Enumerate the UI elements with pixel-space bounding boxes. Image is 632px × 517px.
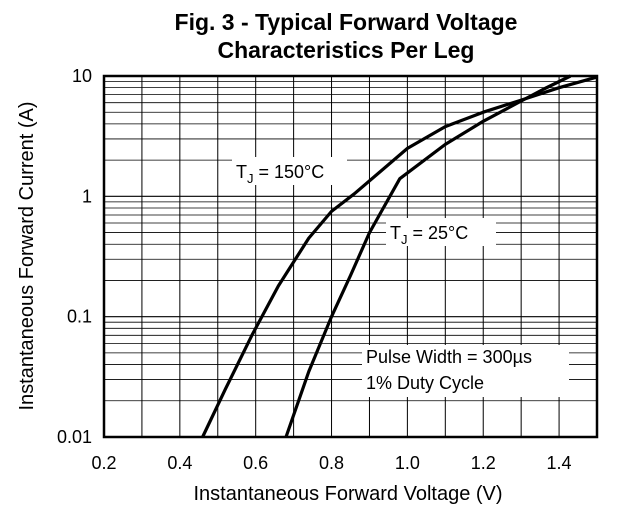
y-tick-label: 10	[72, 66, 92, 86]
duty-cycle-note: 1% Duty Cycle	[366, 373, 484, 393]
x-tick-label: 1.0	[395, 453, 420, 473]
y-axis-label: Instantaneous Forward Current (A)	[16, 101, 38, 410]
label-25-bg	[386, 218, 496, 246]
x-tick-label: 0.2	[91, 453, 116, 473]
y-tick-label: 1	[82, 186, 92, 206]
series-label-150: TJ = 150°C	[236, 162, 324, 186]
label-150-bg	[232, 157, 347, 185]
series-line-tj-25c	[284, 74, 572, 438]
series-label-25-sub: J	[401, 232, 408, 247]
x-tick-label: 1.2	[471, 453, 496, 473]
x-tick-label: 1.4	[547, 453, 572, 473]
chart-title-line-2: Characteristics Per Leg	[218, 37, 475, 63]
series-label-150-rest: = 150°C	[254, 162, 325, 182]
plot-frame	[102, 74, 599, 439]
series-lines	[201, 74, 598, 438]
pulse-note-bg	[362, 345, 569, 397]
x-axis-label: Instantaneous Forward Voltage (V)	[193, 483, 502, 505]
chart-title-line-1: Fig. 3 - Typical Forward Voltage	[175, 9, 518, 35]
y-tick-label: 0.01	[57, 427, 92, 447]
y-tick-label: 0.1	[67, 307, 92, 327]
series-label-150-sub: J	[247, 171, 254, 186]
tick-labels: 0.2 0.4 0.6 0.8 1.0 1.2 1.4 0.01 0.1 1 10	[57, 66, 572, 473]
x-tick-label: 0.6	[243, 453, 268, 473]
series-label-150-main: T	[236, 162, 247, 182]
series-label-25-main: T	[390, 223, 401, 243]
x-tick-label: 0.4	[167, 453, 192, 473]
series-label-25-rest: = 25°C	[408, 223, 469, 243]
series-label-25: TJ = 25°C	[390, 223, 468, 247]
x-tick-label: 0.8	[319, 453, 344, 473]
pulse-width-note: Pulse Width = 300µs	[366, 347, 532, 367]
